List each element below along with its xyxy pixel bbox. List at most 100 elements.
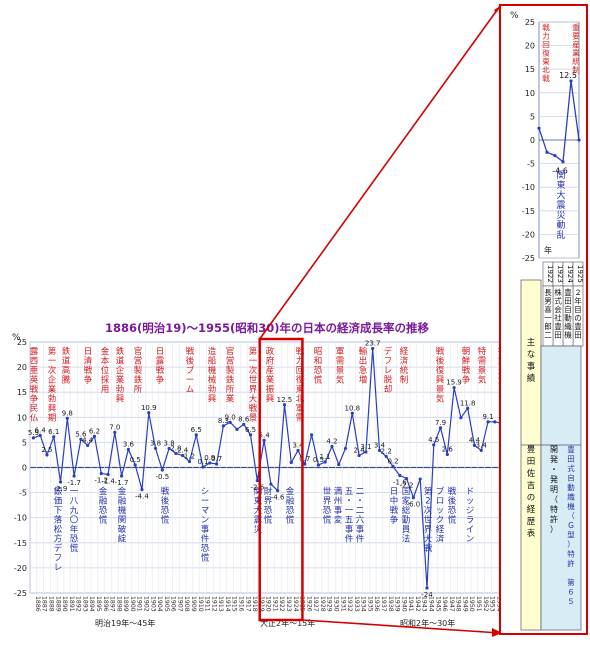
svg-text:田: 田 — [574, 331, 582, 340]
svg-text:戦: 戦 — [424, 543, 433, 554]
y-tick-label: -15 — [14, 539, 27, 548]
x-tick-label: 1941 — [407, 596, 414, 612]
svg-text:戦: 戦 — [462, 365, 471, 376]
svg-text:輸: 輸 — [359, 346, 368, 357]
x-tick-label: 1936 — [373, 596, 380, 612]
zoom-data-point — [577, 138, 581, 142]
x-tick-label: 1949 — [461, 596, 468, 612]
x-tick-label: 1894 — [88, 596, 95, 612]
svg-text:中: 中 — [390, 496, 399, 507]
svg-text:和: 和 — [314, 357, 323, 367]
x-tick-label: 1897 — [109, 596, 116, 612]
era-label: 昭和2年～30年 — [400, 618, 455, 628]
x-tick-label: 1893 — [81, 596, 88, 612]
svg-text:田: 田 — [527, 457, 536, 467]
svg-text:災: 災 — [556, 210, 565, 221]
x-tick-label: 1891 — [68, 596, 75, 612]
svg-text:下: 下 — [54, 506, 63, 516]
x-tick-label: 1929 — [326, 596, 333, 612]
data-label: -6.0 — [407, 501, 421, 509]
svg-text:戦: 戦 — [156, 365, 165, 376]
svg-text:男: 男 — [544, 297, 552, 306]
data-label: -1.6 — [393, 479, 407, 487]
svg-text:事: 事 — [334, 505, 343, 516]
svg-text:田: 田 — [554, 331, 562, 340]
x-tick-label: 1921 — [271, 596, 278, 612]
svg-text:騰: 騰 — [62, 375, 71, 386]
x-tick-label: 1953 — [489, 596, 496, 612]
svg-text:レ: レ — [384, 366, 393, 376]
data-point — [269, 482, 273, 486]
svg-text:大: 大 — [254, 505, 263, 516]
svg-text:金: 金 — [286, 486, 295, 497]
data-label: 0.1 — [197, 458, 208, 466]
svg-text:イ: イ — [466, 525, 475, 535]
svg-text:動: 動 — [567, 483, 575, 492]
x-tick-label: 1914 — [224, 596, 231, 612]
svg-text:統: 統 — [572, 56, 580, 66]
svg-text:後: 後 — [186, 356, 195, 367]
svg-text:朝: 朝 — [462, 347, 471, 357]
data-point — [174, 451, 178, 456]
svg-text:表: 表 — [527, 528, 536, 539]
svg-text:期: 期 — [48, 414, 57, 424]
svg-text:高: 高 — [62, 365, 71, 376]
svg-text:大: 大 — [249, 394, 258, 405]
svg-text:日: 日 — [390, 487, 399, 497]
x-tick-label: 1932 — [346, 596, 353, 612]
svg-text:豊: 豊 — [564, 287, 572, 297]
svg-text:北: 北 — [296, 395, 305, 405]
svg-text:鉄: 鉄 — [62, 346, 71, 357]
svg-text:二: 二 — [356, 487, 365, 497]
svg-text:鉄: 鉄 — [116, 346, 125, 357]
svg-text:金: 金 — [118, 486, 127, 497]
x-tick-label: 1922 — [278, 596, 285, 612]
x-tick-label: 1898 — [115, 596, 122, 612]
data-point — [52, 435, 56, 439]
svg-text:西: 西 — [30, 357, 39, 367]
x-tick-label: 1907 — [176, 596, 183, 612]
zoom-data-label: 12.5 — [559, 71, 577, 80]
y-tick-label: 15 — [17, 388, 27, 397]
data-point — [459, 416, 463, 420]
data-point — [99, 471, 103, 476]
svg-text:２: ２ — [574, 288, 582, 297]
svg-text:業: 業 — [48, 384, 57, 395]
data-label: 6.4 — [35, 426, 47, 434]
data-label: -2.2 — [400, 482, 414, 490]
svg-text:件: 件 — [201, 534, 210, 545]
svg-text:界: 界 — [249, 385, 258, 395]
data-label: 6.5 — [191, 426, 202, 434]
svg-text:郎: 郎 — [544, 321, 552, 331]
table-header-col — [520, 279, 542, 631]
x-tick-label: 1916 — [237, 596, 244, 612]
svg-text:ッ: ッ — [436, 506, 445, 516]
x-tick-label: 1895 — [95, 596, 102, 612]
svg-text:産: 産 — [266, 365, 275, 376]
svg-text:民: 民 — [30, 404, 39, 414]
data-point — [38, 433, 42, 437]
data-label: 10.9 — [141, 404, 157, 412]
svg-text:レ: レ — [54, 563, 63, 573]
y-tick-label: 20 — [17, 363, 27, 372]
x-tick-label: 1931 — [339, 596, 346, 612]
svg-text:制: 制 — [572, 65, 580, 75]
x-tick-label: 1902 — [142, 596, 149, 612]
x-tick-label: 1954 — [495, 596, 502, 612]
svg-text:日: 日 — [156, 347, 165, 357]
x-tick-label: 1944 — [427, 596, 434, 612]
x-tick-label: 1928 — [319, 596, 326, 612]
svg-text:恐: 恐 — [323, 506, 332, 516]
svg-text:恐: 恐 — [70, 535, 79, 545]
svg-text:・: ・ — [356, 497, 365, 507]
data-point — [126, 447, 130, 452]
svg-text:済: 済 — [436, 534, 445, 545]
